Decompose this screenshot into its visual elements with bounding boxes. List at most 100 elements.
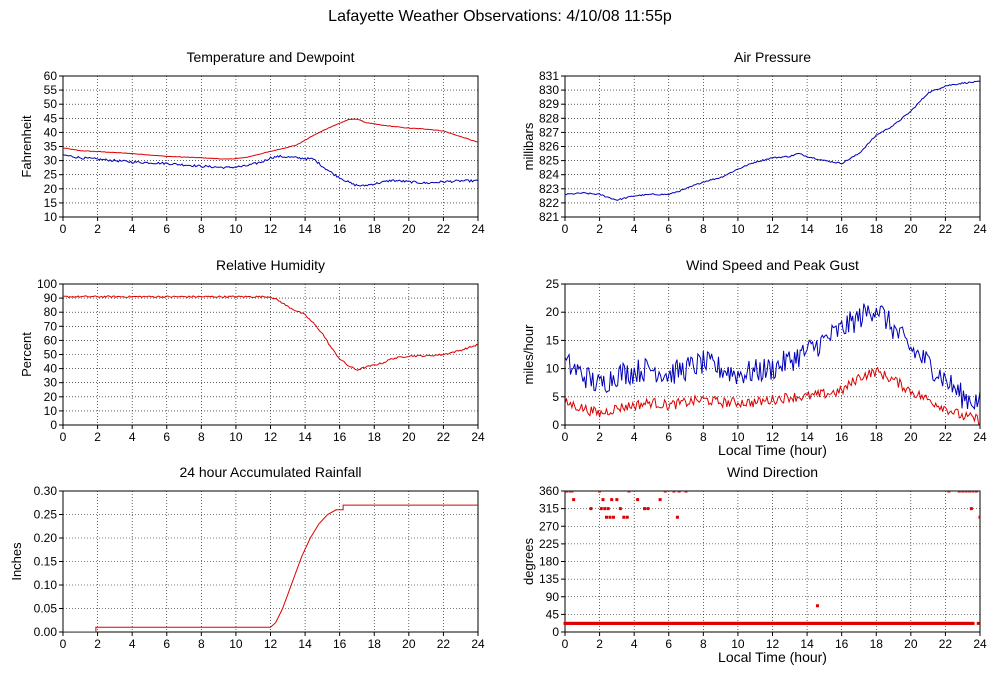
scatter-point [964, 491, 968, 493]
y-axis-label: Inches [9, 542, 24, 581]
series-line-temp-0 [63, 118, 478, 160]
series-line-temp-1 [63, 154, 478, 187]
x-tick-label: 0 [562, 637, 569, 651]
chart-title: 24 hour Accumulated Rainfall [179, 464, 361, 480]
scatter-point [599, 507, 603, 511]
x-tick-label: 2 [94, 430, 101, 444]
scatter-point [968, 491, 972, 493]
x-tick-label: 22 [939, 222, 953, 236]
y-tick-label: 45 [546, 607, 560, 621]
x-tick-label: 18 [368, 222, 382, 236]
x-tick-label: 14 [800, 430, 814, 444]
x-tick-label: 2 [94, 222, 101, 236]
scatter-point [978, 515, 980, 519]
y-tick-label: 90 [44, 291, 58, 305]
scatter-point [677, 491, 681, 493]
y-tick-label: 30 [44, 376, 58, 390]
scatter-point [608, 515, 612, 519]
y-tick-label: 829 [539, 97, 559, 111]
x-tick-label: 24 [973, 222, 987, 236]
chart-title: Air Pressure [734, 49, 811, 65]
y-tick-label: 823 [539, 182, 559, 196]
series-line-press-0 [565, 80, 980, 201]
y-tick-label: 70 [44, 319, 58, 333]
chart-title: Wind Direction [727, 464, 818, 480]
x-tick-label: 4 [129, 430, 136, 444]
y-tick-label: 15 [44, 196, 58, 210]
y-tick-label: 270 [539, 519, 559, 533]
y-tick-label: 0.25 [34, 508, 58, 522]
x-tick-label: 18 [870, 430, 884, 444]
scatter-point [663, 491, 667, 493]
x-tick-label: 14 [298, 430, 312, 444]
y-tick-label: 827 [539, 125, 559, 139]
x-tick-label: 20 [904, 430, 918, 444]
scatter-point [627, 491, 631, 493]
x-tick-label: 20 [904, 637, 918, 651]
x-tick-label: 16 [333, 222, 347, 236]
y-tick-label: 830 [539, 83, 559, 97]
y-tick-label: 0.20 [34, 531, 58, 545]
x-tick-label: 18 [870, 222, 884, 236]
x-tick-label: 2 [596, 430, 603, 444]
x-tick-label: 22 [939, 430, 953, 444]
scatter-point [589, 507, 593, 511]
x-tick-label: 18 [368, 637, 382, 651]
y-tick-label: 822 [539, 196, 559, 210]
x-tick-label: 12 [264, 430, 278, 444]
series-line-rain-0 [63, 504, 478, 632]
scatter-point [684, 491, 688, 493]
x-tick-label: 22 [437, 222, 451, 236]
y-tick-label: 5 [552, 390, 559, 404]
y-tick-label: 90 [546, 590, 560, 604]
x-tick-label: 18 [368, 430, 382, 444]
x-tick-label: 10 [731, 222, 745, 236]
y-tick-label: 315 [539, 502, 559, 516]
x-tick-label: 6 [665, 222, 672, 236]
x-tick-label: 8 [198, 637, 205, 651]
scatter-point [971, 621, 975, 625]
y-tick-label: 360 [539, 484, 559, 498]
y-axis-label: Percent [19, 332, 34, 377]
x-tick-label: 12 [264, 222, 278, 236]
y-tick-label: 50 [44, 97, 58, 111]
x-tick-label: 6 [163, 637, 170, 651]
x-tick-label: 6 [665, 637, 672, 651]
x-tick-label: 24 [973, 430, 987, 444]
chart-title: Relative Humidity [216, 257, 325, 273]
y-tick-label: 824 [539, 168, 559, 182]
x-tick-label: 2 [94, 637, 101, 651]
y-tick-label: 0 [552, 625, 559, 639]
x-tick-label: 14 [298, 222, 312, 236]
x-tick-label: 16 [333, 637, 347, 651]
x-tick-label: 0 [60, 222, 67, 236]
y-tick-label: 80 [44, 305, 58, 319]
x-tick-label: 10 [731, 637, 745, 651]
y-tick-label: 828 [539, 111, 559, 125]
scatter-point [603, 507, 607, 511]
x-tick-label: 20 [402, 430, 416, 444]
x-tick-label: 24 [973, 637, 987, 651]
scatter-point [601, 498, 605, 502]
y-tick-label: 25 [44, 168, 58, 182]
x-tick-label: 22 [939, 637, 953, 651]
scatter-point [975, 491, 979, 493]
y-tick-label: 45 [44, 111, 58, 125]
x-tick-label: 12 [264, 637, 278, 651]
y-tick-label: 20 [44, 182, 58, 196]
scatter-point [643, 507, 647, 511]
y-tick-label: 0.00 [34, 625, 58, 639]
x-tick-label: 24 [471, 430, 485, 444]
series-line-wind-1 [565, 366, 980, 425]
y-tick-label: 0.30 [34, 484, 58, 498]
scatter-point [636, 498, 640, 502]
x-tick-label: 8 [700, 430, 707, 444]
y-tick-label: 50 [44, 348, 58, 362]
x-tick-label: 20 [904, 222, 918, 236]
x-tick-label: 16 [835, 222, 849, 236]
y-axis-label: millibars [521, 122, 536, 170]
y-tick-label: 0.15 [34, 555, 58, 569]
x-tick-label: 24 [471, 222, 485, 236]
x-tick-label: 0 [60, 637, 67, 651]
